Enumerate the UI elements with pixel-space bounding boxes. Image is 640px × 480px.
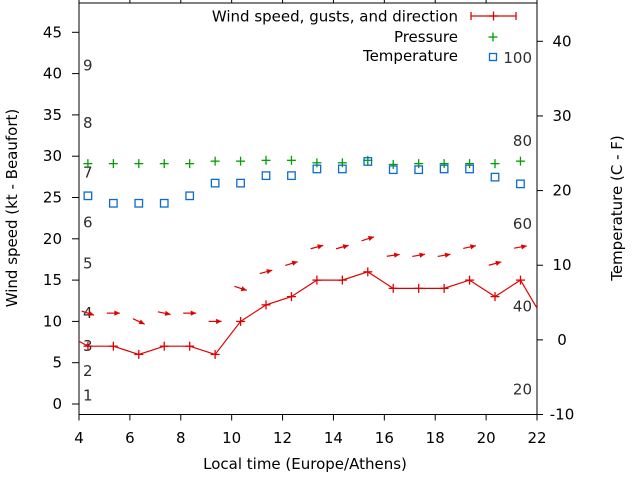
svg-text:40: 40 [552, 32, 571, 50]
svg-text:1: 1 [83, 387, 93, 405]
svg-text:20: 20 [513, 381, 532, 399]
svg-text:20: 20 [43, 230, 62, 248]
svg-text:60: 60 [513, 215, 532, 233]
legend-label-temperature: Temperature [362, 47, 458, 65]
svg-text:40: 40 [513, 298, 532, 316]
legend-marker-pressure-plus-icon [488, 32, 498, 42]
legend-label-pressure: Pressure [394, 28, 458, 46]
svg-text:20: 20 [477, 429, 496, 447]
svg-text:10: 10 [222, 429, 241, 447]
series-layer [78, 155, 538, 359]
svg-text:22: 22 [527, 429, 546, 447]
svg-text:-10: -10 [550, 406, 575, 424]
svg-text:25: 25 [43, 189, 62, 207]
axes-layer: 4 6 8 10 12 14 16 18 20 22051015202530354045-1001… [43, 0, 574, 447]
y-axis-title-left: Wind speed (kt - Beaufort) [3, 109, 21, 308]
svg-text:100: 100 [503, 49, 532, 67]
svg-text:18: 18 [426, 429, 445, 447]
legend: Wind speed, gusts, and direction Pressur… [212, 8, 517, 65]
svg-text:10: 10 [552, 256, 571, 274]
svg-text:30: 30 [552, 107, 571, 125]
legend-marker-temperature-square-icon [488, 52, 498, 62]
y-axis-title-right: Temperature (C - F) [608, 135, 626, 282]
svg-text:8: 8 [83, 114, 93, 132]
svg-text:14: 14 [324, 429, 343, 447]
svg-text:15: 15 [43, 271, 62, 289]
svg-text:8: 8 [176, 429, 186, 447]
x-axis-title: Local time (Europe/Athens) [203, 455, 407, 473]
legend-label-wind: Wind speed, gusts, and direction [212, 8, 458, 26]
svg-text:0: 0 [52, 395, 62, 413]
svg-text:4: 4 [74, 429, 84, 447]
svg-text:12: 12 [273, 429, 292, 447]
svg-text:10: 10 [43, 312, 62, 330]
svg-text:5: 5 [52, 354, 62, 372]
svg-text:2: 2 [83, 362, 93, 380]
svg-text:80: 80 [513, 132, 532, 150]
svg-text:40: 40 [43, 65, 62, 83]
svg-text:6: 6 [83, 213, 93, 231]
legend-marker-wind-errorbar-icon [470, 11, 517, 21]
svg-text:20: 20 [552, 182, 571, 200]
svg-text:0: 0 [557, 331, 567, 349]
svg-text:16: 16 [375, 429, 394, 447]
svg-text:45: 45 [43, 23, 62, 41]
svg-text:30: 30 [43, 147, 62, 165]
svg-text:6: 6 [125, 429, 135, 447]
svg-text:35: 35 [43, 106, 62, 124]
svg-text:9: 9 [83, 56, 93, 74]
svg-text:5: 5 [83, 255, 93, 273]
svg-text:7: 7 [83, 164, 93, 182]
